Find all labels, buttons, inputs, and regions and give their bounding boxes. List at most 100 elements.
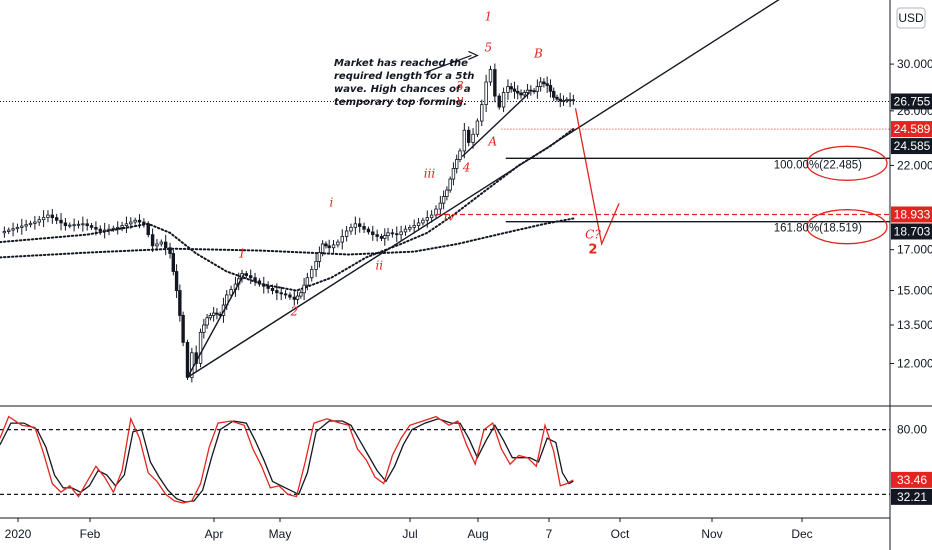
price-badge	[891, 121, 932, 138]
candle-body	[133, 219, 137, 223]
time-tick-label: Feb	[80, 527, 101, 541]
candle-body	[85, 223, 89, 226]
candle-body	[390, 232, 395, 235]
time-axis[interactable]: 2020 Feb Apr May Jul Aug 7 Oct Nov Dec	[5, 518, 813, 541]
candle-body	[111, 227, 116, 230]
candlestick-series	[2, 63, 576, 383]
osc-tick-label: 80.00	[897, 423, 927, 437]
wave-label: 2	[588, 243, 597, 258]
candle-body	[371, 231, 375, 236]
candle-body	[386, 232, 390, 236]
fib-level-label: 161.80%(18.519)	[774, 223, 862, 235]
candle-body	[28, 222, 33, 226]
candle-body	[455, 159, 459, 169]
wave-label: 3	[456, 79, 464, 93]
candle-body	[54, 217, 59, 221]
candle-body	[137, 219, 142, 223]
candle-body	[68, 224, 72, 227]
candle-body	[522, 92, 526, 96]
price-badge-label: 26.755	[894, 94, 931, 108]
candle-body	[24, 224, 28, 227]
candle-body	[279, 292, 283, 295]
wave-label: 5	[484, 40, 492, 54]
candle-body	[529, 89, 533, 92]
price-tick-label: 15.000	[897, 284, 932, 298]
wave-label: i	[329, 196, 333, 210]
candle-body	[15, 226, 20, 230]
candle-body	[248, 275, 253, 279]
price-tick-label: 22.000	[897, 158, 932, 172]
time-tick-label: 2020	[5, 527, 32, 541]
candle-body	[488, 69, 493, 83]
candle-body	[198, 331, 203, 364]
annotation-line: wave. High chances of a	[334, 84, 471, 95]
candle-body	[471, 133, 475, 143]
candle-body	[519, 92, 523, 96]
time-tick-label: 7	[546, 527, 553, 541]
candle-body	[50, 214, 55, 219]
candle-body	[475, 120, 480, 135]
candle-body	[512, 88, 517, 92]
candle-body	[310, 269, 314, 279]
candle-body	[37, 219, 41, 223]
annotation-line: required length for a 5th	[334, 71, 474, 82]
candle-body	[501, 92, 506, 108]
candle-body	[429, 214, 434, 219]
candle-body	[163, 241, 168, 249]
candle-body	[181, 315, 185, 343]
osc-k-line	[0, 415, 574, 504]
time-tick-label: Jul	[402, 527, 417, 541]
annotation-line: temporary top forming.	[334, 97, 467, 108]
candle-body	[399, 231, 403, 236]
price-badge-label: 24.589	[894, 122, 931, 136]
candle-body	[270, 287, 275, 291]
price-badges: 26.755 24.589 24.585 18.933 18.703 33.46 32.21	[891, 93, 932, 505]
fib-highlight-circle	[806, 209, 888, 245]
forecast-path[interactable]	[574, 108, 620, 247]
candle-body	[41, 216, 46, 221]
candle-body	[320, 243, 325, 253]
candle-body	[168, 247, 172, 254]
candle-body	[324, 243, 328, 247]
candle-body	[336, 241, 340, 246]
candle-body	[344, 230, 349, 237]
fib-highlight-circle	[806, 145, 888, 181]
candle-body	[349, 226, 353, 232]
price-tick-label: 30.000	[897, 57, 932, 71]
candle-body	[288, 294, 292, 298]
candle-body	[516, 90, 520, 94]
candle-body	[571, 99, 576, 102]
trendline[interactable]	[186, 273, 245, 378]
candle-body	[506, 86, 510, 93]
currency-button[interactable]: USD	[896, 7, 926, 29]
trendline[interactable]	[187, 0, 850, 378]
trendline[interactable]	[461, 92, 531, 158]
candle-body	[493, 69, 497, 97]
wave-label: C?	[585, 227, 601, 241]
price-tick-label: 17.000	[897, 243, 932, 257]
candle-body	[445, 189, 449, 197]
candle-body	[266, 285, 270, 289]
candle-body	[33, 221, 37, 224]
candle-body	[466, 129, 471, 143]
candle-body	[120, 225, 124, 228]
fibonacci-extensions[interactable]: 100.00%(22.485) 161.80%(18.519)	[505, 145, 890, 245]
candle-body	[462, 129, 467, 152]
candle-body	[451, 168, 456, 180]
candle-body	[545, 83, 549, 86]
wave-label: v	[457, 92, 464, 106]
annotation-note: Market has reached the required length f…	[334, 58, 474, 108]
candle-body	[366, 228, 371, 233]
wave-label: 2	[289, 304, 298, 318]
candle-body	[441, 196, 446, 204]
candle-body	[102, 229, 107, 232]
candle-body	[159, 241, 164, 245]
price-badge	[891, 138, 932, 155]
annotation-arrow	[423, 54, 472, 74]
wave-label: ii	[375, 258, 383, 272]
candle-body	[416, 222, 421, 226]
candle-body	[185, 341, 190, 378]
candle-body	[353, 223, 358, 228]
